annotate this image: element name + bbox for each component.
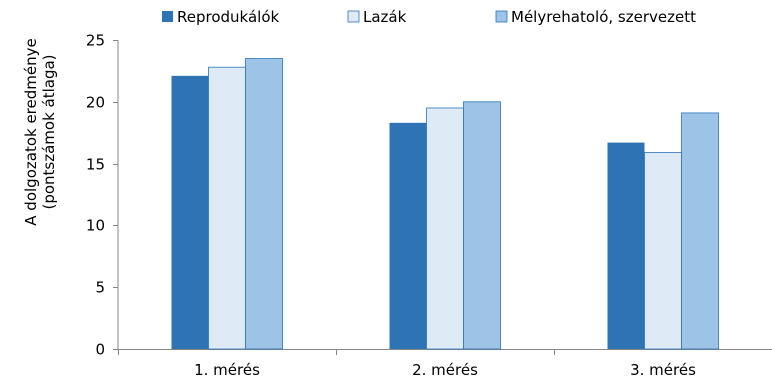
y-tick-label: 15 <box>86 156 105 174</box>
y-tick-label: 20 <box>86 94 105 112</box>
legend-swatch <box>495 10 508 23</box>
y-tick-label: 10 <box>86 217 105 235</box>
bar-lazák <box>426 107 464 350</box>
legend-swatch <box>347 10 360 23</box>
y-axis: 0 5 10 15 20 25 <box>86 32 119 359</box>
y-tick-label: 25 <box>86 32 105 50</box>
bar-mélyrehatoló-szervezett <box>463 101 501 350</box>
y-axis-title: A dolgozatok eredménye (pontszámok átlag… <box>22 38 58 225</box>
legend-label: Lazák <box>363 8 407 26</box>
bar-lazák <box>208 66 246 350</box>
legend-label: Reprodukálók <box>177 8 280 26</box>
bar-reprodukálók <box>607 142 645 349</box>
bars <box>171 58 719 350</box>
bar-reprodukálók <box>389 122 427 349</box>
y-tick-label: 5 <box>95 279 105 297</box>
x-tick-label: 3. mérés <box>630 361 696 379</box>
bar-reprodukálók <box>171 75 209 350</box>
legend: Reprodukálók Lazák Mélyrehatoló, szervezet… <box>162 8 696 26</box>
bar-lazák <box>644 152 682 350</box>
bar-mélyrehatoló-szervezett <box>245 58 283 350</box>
legend-swatch <box>162 11 173 22</box>
x-tick-label: 2. mérés <box>412 361 478 379</box>
y-axis-title-line-1: A dolgozatok eredménye <box>22 38 40 225</box>
bar-mélyrehatoló-szervezett <box>681 112 719 350</box>
x-tick-label: 1. mérés <box>194 361 260 379</box>
y-tick-label: 0 <box>95 341 105 359</box>
y-axis-title-line-2: (pontszámok átlaga) <box>40 54 58 209</box>
x-axis: 1. mérés 2. mérés 3. mérés <box>118 349 772 379</box>
legend-label: Mélyrehatoló, szervezett <box>511 8 696 26</box>
